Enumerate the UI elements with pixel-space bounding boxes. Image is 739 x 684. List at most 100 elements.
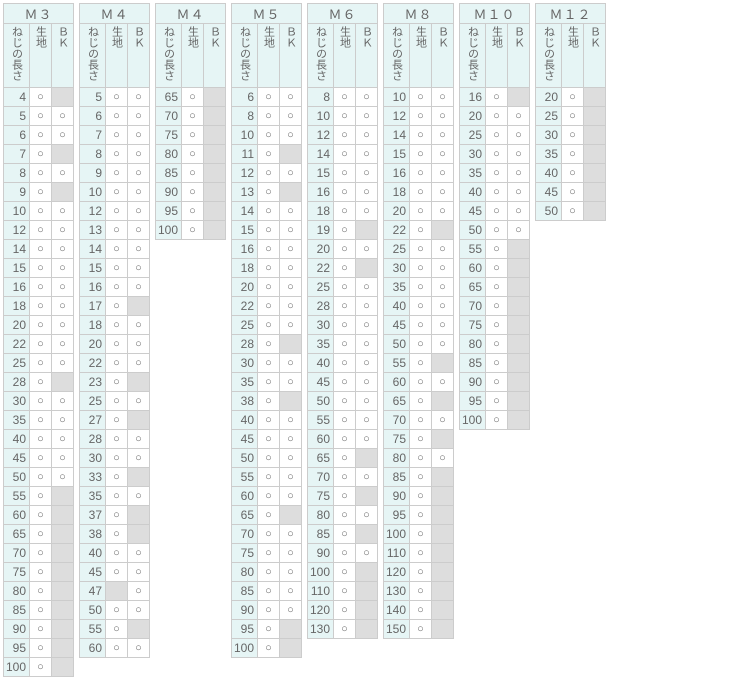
availability-cell-c1: ○ [30,506,52,525]
table-row: 45○○ [308,373,378,392]
table-row: 15○○ [4,259,74,278]
availability-cell-c2 [128,525,150,544]
header-col2: ＢＫ [280,24,302,88]
availability-cell-c2: ○ [52,259,74,278]
availability-cell-c2 [52,525,74,544]
table-row: 70○○ [384,411,454,430]
availability-cell-c1: ○ [30,658,52,677]
header-length: ねじの長さ [536,24,562,88]
availability-cell-c2: ○ [280,88,302,107]
table-row: 95○ [460,392,530,411]
header-col1: 生地 [334,24,356,88]
header-col2: ＢＫ [432,24,454,88]
availability-cell-c2: ○ [356,544,378,563]
length-cell: 16 [232,240,258,259]
availability-cell-c2 [204,145,226,164]
table-row: 37○ [80,506,150,525]
availability-cell-c1: ○ [30,392,52,411]
header-col1: 生地 [30,24,52,88]
header-col2: ＢＫ [584,24,606,88]
availability-cell-c2: ○ [280,525,302,544]
availability-cell-c1: ○ [258,639,280,658]
table-row: 5○○ [4,107,74,126]
table-row: 25○○ [80,392,150,411]
availability-cell-c1: ○ [30,221,52,240]
availability-cell-c2 [432,544,454,563]
length-cell: 95 [4,639,30,658]
header-length-label: ねじの長さ [541,26,557,81]
header-length-label: ねじの長さ [9,26,25,81]
length-cell: 75 [156,126,182,145]
availability-cell-c1: ○ [106,88,128,107]
availability-cell-c1: ○ [486,373,508,392]
table-row: 100○ [384,525,454,544]
availability-cell-c1: ○ [30,430,52,449]
length-cell: 35 [460,164,486,183]
length-cell: 65 [4,525,30,544]
table-row: 50○○ [232,449,302,468]
length-cell: 60 [460,259,486,278]
header-col2-label: ＢＫ [283,26,299,48]
availability-cell-c1: ○ [106,183,128,202]
length-cell: 20 [384,202,410,221]
length-cell: 20 [460,107,486,126]
availability-cell-c1: ○ [106,354,128,373]
availability-cell-c1: ○ [106,449,128,468]
availability-cell-c1: ○ [258,392,280,411]
availability-cell-c1: ○ [410,430,432,449]
length-cell: 85 [4,601,30,620]
table-row: 75○ [4,563,74,582]
availability-cell-c1: ○ [106,563,128,582]
length-cell: 100 [4,658,30,677]
tables-container: Ｍ３ねじの長さ生地ＢＫ4○5○○6○○7○8○○9○10○○12○○14○○15… [3,3,736,677]
table-row: 50○○ [4,468,74,487]
availability-cell-c1: ○ [334,259,356,278]
availability-cell-c2 [52,658,74,677]
availability-cell-c2: ○ [52,164,74,183]
table-row: 85○ [308,525,378,544]
availability-cell-c2: ○ [356,183,378,202]
length-cell: 9 [4,183,30,202]
header-col1-label: 生地 [261,26,277,48]
length-cell: 30 [4,392,30,411]
length-cell: 27 [80,411,106,430]
availability-cell-c2 [356,620,378,639]
availability-cell-c2: ○ [280,259,302,278]
availability-cell-c2: ○ [128,449,150,468]
availability-cell-c1: ○ [106,392,128,411]
table-row: 35○○ [460,164,530,183]
length-cell: 60 [232,487,258,506]
length-cell: 30 [460,145,486,164]
availability-cell-c1: ○ [410,525,432,544]
length-cell: 20 [308,240,334,259]
availability-cell-c2 [508,411,530,430]
availability-cell-c1: ○ [334,620,356,639]
availability-cell-c2 [432,582,454,601]
availability-cell-c2: ○ [432,335,454,354]
availability-cell-c1: ○ [562,88,584,107]
availability-cell-c2: ○ [52,126,74,145]
availability-cell-c2 [432,487,454,506]
length-cell: 5 [80,88,106,107]
availability-cell-c1: ○ [30,639,52,658]
table-row: 75○ [460,316,530,335]
table-row: 16○○ [384,164,454,183]
availability-cell-c1: ○ [562,202,584,221]
table-row: 65○ [460,278,530,297]
header-col2-label: ＢＫ [359,26,375,48]
availability-cell-c2: ○ [280,563,302,582]
table-row: 9○○ [80,164,150,183]
availability-cell-c1: ○ [486,88,508,107]
table-row: 8○○ [4,164,74,183]
length-cell: 22 [4,335,30,354]
availability-cell-c2: ○ [280,354,302,373]
table-row: 75○ [156,126,226,145]
length-cell: 75 [232,544,258,563]
availability-cell-c1: ○ [30,620,52,639]
availability-cell-c1: ○ [106,335,128,354]
availability-cell-c2: ○ [52,107,74,126]
header-col1-label: 生地 [565,26,581,48]
availability-cell-c1: ○ [258,411,280,430]
table-row: 19○ [308,221,378,240]
availability-cell-c2: ○ [128,202,150,221]
